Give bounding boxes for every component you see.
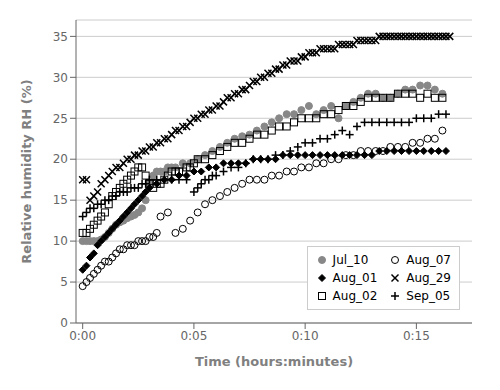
svg-text:35: 35 <box>53 30 68 44</box>
svg-text:10: 10 <box>53 234 68 248</box>
svg-text:0:05: 0:05 <box>180 329 207 343</box>
svg-text:Relative humidity RH (%): Relative humidity RH (%) <box>19 79 34 263</box>
svg-text:Time (hours:minutes): Time (hours:minutes) <box>195 354 353 369</box>
svg-text:0:15: 0:15 <box>403 329 430 343</box>
html-text:Aug_29: Aug_29 <box>406 271 451 285</box>
svg-text:20: 20 <box>53 152 68 166</box>
html-text:Sep_05: Sep_05 <box>406 289 451 303</box>
svg-text:5: 5 <box>60 275 68 289</box>
svg-text:0:00: 0:00 <box>69 329 96 343</box>
html-text:Aug_01: Aug_01 <box>332 271 378 285</box>
svg-text:30: 30 <box>53 71 68 85</box>
svg-text:25: 25 <box>53 112 68 126</box>
html-text:Aug_07: Aug_07 <box>406 253 451 267</box>
svg-text:15: 15 <box>53 193 68 207</box>
svg-text:0:10: 0:10 <box>292 329 319 343</box>
svg-text:0: 0 <box>60 316 68 330</box>
html-text:Jul_10: Jul_10 <box>332 253 369 267</box>
html-text:Aug_02: Aug_02 <box>332 289 378 303</box>
